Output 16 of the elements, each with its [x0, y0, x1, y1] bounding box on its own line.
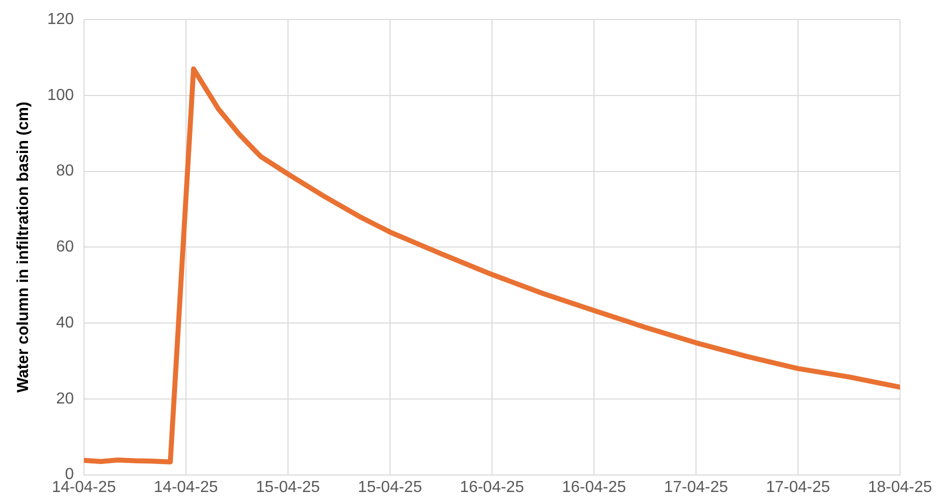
x-tick-label: 18-04-25 — [868, 478, 932, 496]
y-tick-label: 80 — [56, 162, 74, 180]
y-tick-label: 60 — [56, 238, 74, 256]
x-tick-label: 17-04-25 — [766, 478, 830, 496]
x-tick-label: 15-04-25 — [256, 478, 320, 496]
y-tick-label: 100 — [47, 86, 74, 104]
y-axis-title: Water column in infiltration basin (cm) — [15, 102, 32, 393]
x-tick-label: 17-04-25 — [664, 478, 728, 496]
y-tick-label: 120 — [47, 11, 74, 28]
x-tick-label: 16-04-25 — [562, 478, 626, 496]
x-tick-label: 14-04-25 — [154, 478, 218, 496]
x-tick-label: 16-04-25 — [460, 478, 524, 496]
y-tick-label: 20 — [56, 390, 74, 408]
x-tick-label: 15-04-25 — [358, 478, 422, 496]
y-tick-label: 40 — [56, 314, 74, 332]
x-tick-label: 14-04-25 — [52, 478, 116, 496]
